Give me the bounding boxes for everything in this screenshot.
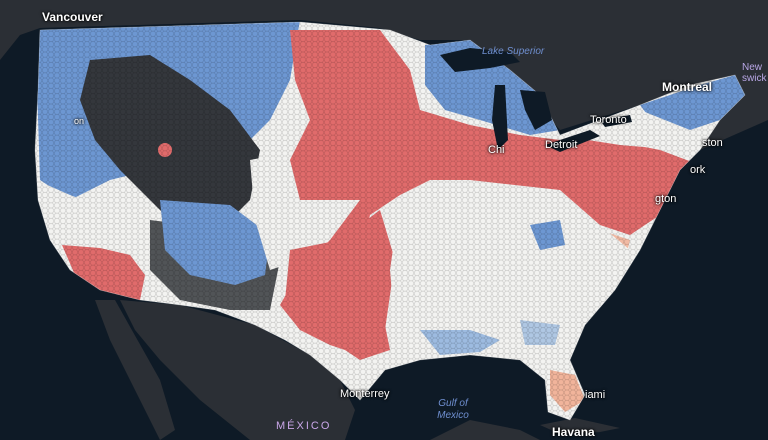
lake-erie	[545, 130, 600, 152]
yucatan-land	[430, 420, 540, 440]
mexico-land	[120, 300, 355, 440]
lake-huron	[520, 90, 552, 130]
lake-ontario	[600, 115, 632, 127]
lake-superior	[440, 48, 520, 72]
canada-land	[0, 0, 768, 150]
cuba-land	[540, 418, 620, 434]
lake-michigan	[492, 85, 508, 150]
baja-land	[95, 300, 175, 440]
